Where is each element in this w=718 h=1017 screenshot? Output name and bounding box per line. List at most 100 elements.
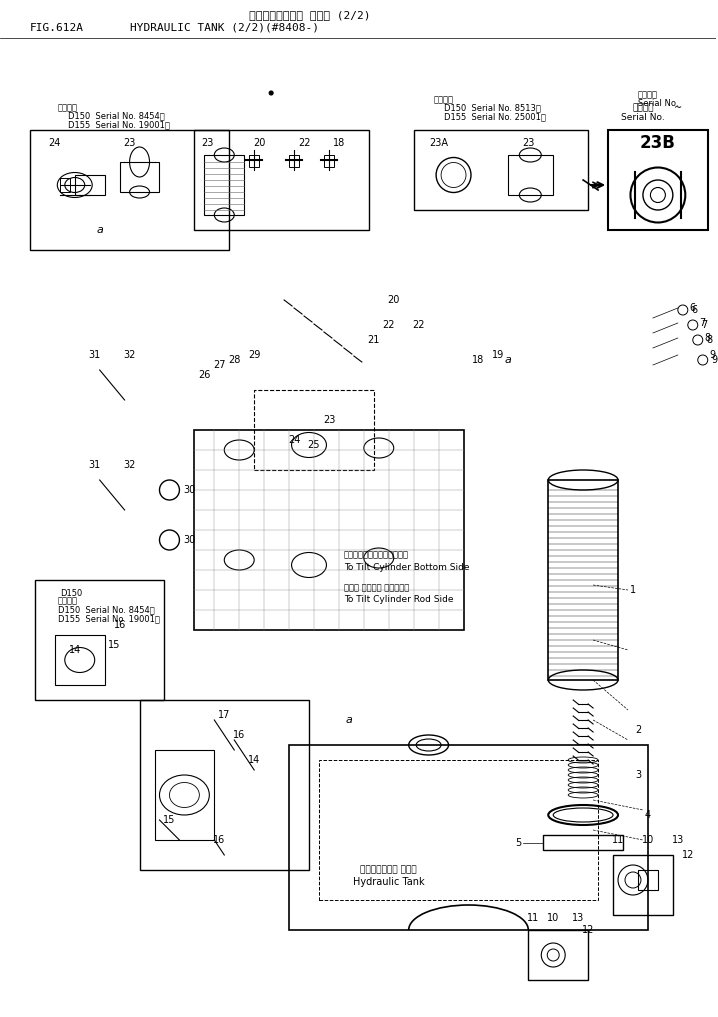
Bar (205, 155, 244, 215)
Text: 6: 6 (691, 305, 698, 315)
Text: 11: 11 (527, 913, 539, 923)
Text: 16: 16 (233, 730, 246, 740)
Text: 21: 21 (368, 335, 380, 345)
Text: 16: 16 (113, 620, 126, 630)
Text: 25: 25 (308, 440, 320, 450)
Text: 17: 17 (218, 710, 230, 720)
Text: チルト シリンダ ロッド側へ: チルト シリンダ ロッド側へ (344, 584, 409, 593)
Text: 18: 18 (472, 355, 485, 365)
Text: 15: 15 (108, 640, 121, 650)
Text: Serial No.: Serial No. (621, 114, 665, 122)
Text: D150  Serial No. 8454～: D150 Serial No. 8454～ (67, 112, 164, 120)
Bar (55, 635, 105, 685)
Text: 4: 4 (645, 810, 651, 820)
Bar (195, 130, 369, 230)
Bar (508, 155, 554, 195)
Text: ~: ~ (673, 103, 682, 113)
Text: 7: 7 (701, 320, 708, 330)
Text: 適用号等: 適用号等 (632, 104, 653, 113)
Text: 30: 30 (183, 535, 195, 545)
Text: D155  Serial No. 19001～: D155 Serial No. 19001～ (58, 614, 159, 623)
Text: 31: 31 (88, 460, 101, 470)
Text: 24: 24 (49, 138, 61, 148)
Text: 14: 14 (248, 755, 261, 765)
Text: 20: 20 (388, 295, 400, 305)
Text: 9: 9 (712, 355, 718, 365)
Text: 12: 12 (582, 925, 595, 935)
Bar (139, 700, 309, 870)
Text: FIG.612A: FIG.612A (30, 23, 84, 33)
Bar (613, 855, 673, 915)
Text: 適用号等: 適用号等 (434, 96, 454, 105)
Text: 11: 11 (612, 835, 624, 845)
Text: 29: 29 (248, 350, 261, 360)
Text: 15: 15 (163, 815, 176, 825)
Bar (75, 175, 105, 195)
Text: Hydraulic Tank: Hydraulic Tank (353, 877, 424, 887)
Bar (635, 172, 681, 218)
Text: 27: 27 (213, 360, 225, 370)
Text: 適用号等: 適用号等 (638, 91, 658, 100)
Bar (249, 155, 259, 167)
Text: 10: 10 (547, 913, 559, 923)
Bar (154, 750, 214, 840)
Text: 6: 6 (690, 303, 696, 313)
Text: 22: 22 (412, 320, 425, 330)
Bar (414, 130, 588, 210)
Text: D150: D150 (60, 589, 82, 598)
Text: a: a (345, 715, 353, 725)
Bar (195, 430, 464, 630)
Text: 13: 13 (672, 835, 684, 845)
Text: 13: 13 (572, 913, 584, 923)
Text: 20: 20 (253, 138, 266, 148)
Text: 26: 26 (198, 370, 210, 380)
Text: 23: 23 (123, 138, 136, 148)
Text: D155  Serial No. 19001～: D155 Serial No. 19001～ (67, 120, 169, 129)
Text: 23: 23 (201, 138, 213, 148)
Text: 8: 8 (707, 335, 713, 345)
Text: 22: 22 (298, 138, 310, 148)
Bar (638, 870, 658, 890)
Text: 3: 3 (635, 770, 641, 780)
Text: 23: 23 (323, 415, 335, 425)
Text: 22: 22 (383, 320, 395, 330)
Text: 12: 12 (681, 850, 694, 860)
Bar (319, 760, 598, 900)
Bar (60, 178, 70, 192)
Bar (120, 162, 159, 192)
Text: a: a (505, 355, 512, 365)
Text: 32: 32 (123, 460, 136, 470)
Text: To Tilt Cylinder Rod Side: To Tilt Cylinder Rod Side (344, 596, 453, 604)
Text: ハイドロリック タンク: ハイドロリック タンク (360, 865, 417, 875)
Text: HYDRAULIC TANK (2/2)(#8408-): HYDRAULIC TANK (2/2)(#8408-) (129, 23, 319, 33)
Bar (289, 745, 648, 930)
Bar (324, 155, 334, 167)
Text: 31: 31 (88, 350, 101, 360)
Text: 1: 1 (630, 585, 636, 595)
Text: To Tilt Cylinder Bottom Side: To Tilt Cylinder Bottom Side (344, 563, 470, 573)
Text: D155  Serial No. 25001～: D155 Serial No. 25001～ (444, 113, 546, 121)
Text: D150  Serial No. 8454～: D150 Serial No. 8454～ (58, 605, 154, 614)
Circle shape (269, 91, 273, 95)
Bar (35, 580, 164, 700)
Text: 14: 14 (69, 645, 81, 655)
Text: 32: 32 (123, 350, 136, 360)
Text: 28: 28 (228, 355, 241, 365)
Text: 19: 19 (493, 350, 505, 360)
Text: 8: 8 (704, 333, 711, 343)
Text: 適用号等: 適用号等 (58, 597, 78, 605)
Text: 5: 5 (516, 838, 521, 848)
Bar (289, 155, 299, 167)
Text: 18: 18 (332, 138, 345, 148)
Text: ハイド・ロリック タンク (2/2): ハイド・ロリック タンク (2/2) (249, 10, 370, 20)
Bar (528, 930, 588, 980)
Text: 24: 24 (288, 435, 300, 445)
Text: 7: 7 (699, 318, 706, 328)
Text: 23: 23 (522, 138, 534, 148)
Text: a: a (96, 225, 103, 235)
Text: 2: 2 (635, 725, 641, 735)
Text: 10: 10 (642, 835, 654, 845)
Text: 16: 16 (213, 835, 225, 845)
Text: チルトシリンダ　ボトム側へ: チルトシリンダ ボトム側へ (344, 550, 409, 559)
Bar (544, 835, 623, 850)
